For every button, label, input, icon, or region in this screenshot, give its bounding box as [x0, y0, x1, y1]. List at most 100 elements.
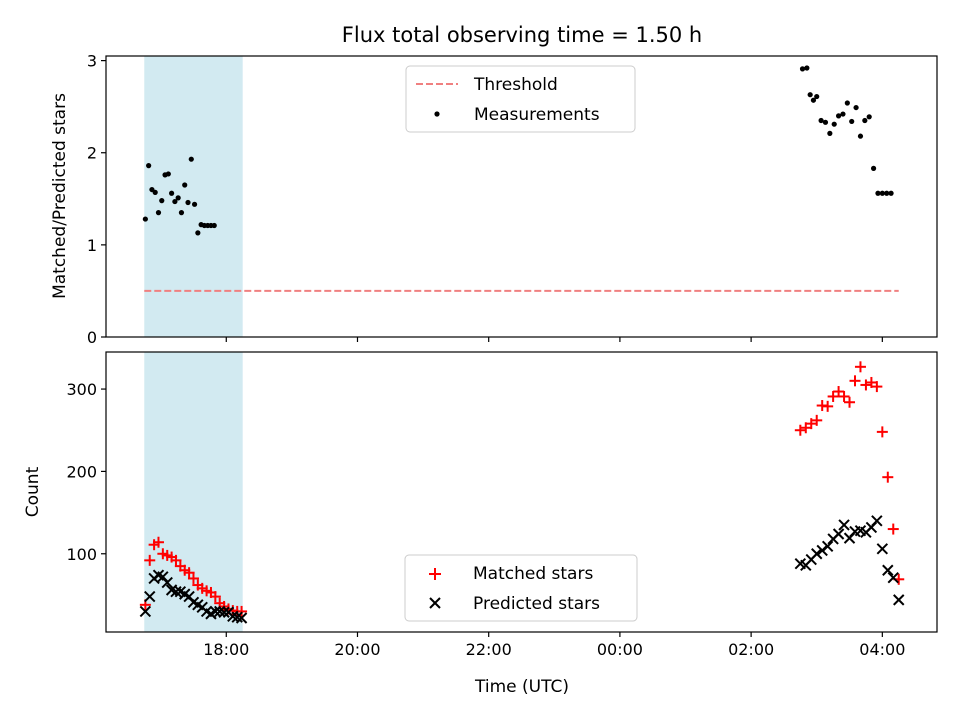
matched-star-point — [209, 591, 221, 603]
y-tick-label: 100 — [66, 545, 97, 564]
y-tick-label: 2 — [87, 144, 97, 163]
matched-star-point — [844, 396, 856, 408]
legend-matched-swatch — [429, 568, 441, 580]
measurement-point — [818, 117, 824, 124]
measurement-point — [146, 163, 152, 169]
legend-matched-label: Matched stars — [473, 564, 593, 584]
measurement-point — [879, 190, 885, 196]
count-panel-y-label: Count — [23, 466, 43, 517]
matched-star-point — [838, 390, 850, 402]
y-tick-label: 3 — [87, 52, 97, 71]
matched-star-point — [871, 381, 883, 393]
y-tick-label: 200 — [66, 462, 97, 481]
matched-star-point — [849, 375, 861, 387]
measurement-point — [185, 199, 191, 206]
ratio-panel-legend: Threshold Measurements — [405, 65, 636, 133]
predicted-star-point — [832, 528, 845, 540]
measurement-point — [804, 65, 810, 71]
legend-predicted-label: Predicted stars — [473, 594, 600, 614]
count-panel-shaded-span — [144, 352, 243, 632]
chart-title: Flux total observing time = 1.50 h — [342, 23, 702, 47]
measurement-point — [169, 190, 175, 196]
count-panel-x-ticks: 18:00 20:00 22:00 00:00 02:00 04:00 — [203, 632, 905, 659]
measurement-point — [884, 190, 890, 196]
predicted-star-point — [231, 611, 243, 623]
x-tick-label: 18:00 — [203, 640, 249, 659]
measurement-point — [844, 100, 850, 106]
measurement-point — [191, 201, 198, 207]
measurement-point — [857, 133, 864, 139]
x-tick-label: 02:00 — [728, 640, 774, 659]
matched-star-point — [882, 471, 894, 483]
measurement-point — [178, 210, 185, 216]
ratio-panel-frame — [105, 55, 938, 338]
predicted-star-point — [227, 610, 239, 623]
measurement-point — [142, 216, 148, 222]
measurement-point — [827, 130, 833, 136]
y-tick-label: 300 — [66, 380, 97, 399]
count-panel-frame — [105, 351, 938, 633]
legend-measurements-swatch — [434, 111, 440, 117]
predicted-star-point — [161, 576, 173, 589]
count-legend-box — [404, 554, 638, 622]
legend-measurements-label: Measurements — [474, 105, 600, 125]
count-panel: 100 200 300 18:00 20:00 22:00 00:00 02:00 04:00… — [23, 351, 938, 697]
predicted-star-point — [811, 548, 823, 560]
count-panel-marks — [139, 361, 905, 624]
measurement-point — [188, 156, 194, 162]
predicted-star-point — [821, 540, 834, 553]
predicted-star-point — [170, 585, 182, 598]
ratio-panel-x-ticks — [225, 337, 883, 342]
y-tick-label: 1 — [87, 236, 97, 255]
matched-star-point — [833, 386, 845, 398]
matched-star-point — [144, 554, 156, 566]
measurement-point — [172, 198, 178, 205]
predicted-star-point — [887, 571, 899, 584]
measurement-point — [870, 165, 877, 171]
matched-star-point — [183, 567, 195, 579]
measurement-point — [840, 111, 846, 117]
matched-star-point — [854, 361, 866, 373]
measurement-point — [175, 195, 181, 201]
x-tick-label: 22:00 — [466, 640, 512, 659]
measurement-point — [159, 198, 165, 204]
matched-star-point — [876, 426, 888, 438]
measurement-point — [799, 66, 806, 72]
measurement-point — [182, 182, 188, 188]
matched-star-point — [827, 390, 839, 402]
measurement-point — [152, 189, 158, 195]
matched-star-point — [170, 554, 182, 566]
measurement-point — [822, 119, 829, 125]
measurement-point — [862, 117, 868, 124]
measurement-point — [810, 97, 817, 103]
predicted-star-point — [235, 612, 248, 624]
ratio-panel-y-label: Matched/Predicted stars — [50, 93, 70, 299]
measurement-point — [853, 104, 859, 111]
shaded-span — [144, 352, 243, 632]
predicted-star-point — [893, 594, 905, 606]
predicted-star-point — [139, 605, 152, 618]
x-tick-label: 00:00 — [597, 640, 643, 659]
measurement-point — [807, 92, 813, 98]
matched-star-point — [152, 536, 164, 548]
x-tick-label: 20:00 — [334, 640, 380, 659]
ratio-panel-shaded-span — [144, 56, 243, 337]
matched-star-point — [794, 424, 806, 436]
measurement-point — [165, 171, 171, 177]
legend-threshold-label: Threshold — [473, 75, 558, 95]
predicted-star-point — [882, 564, 894, 576]
matched-star-point — [887, 523, 899, 535]
measurement-point — [814, 93, 820, 100]
measurement-point — [155, 210, 162, 216]
x-tick-label: 04:00 — [859, 640, 905, 659]
matched-star-point — [822, 400, 834, 412]
matched-star-point — [236, 605, 248, 617]
predicted-star-point — [838, 519, 850, 531]
matched-star-point — [860, 379, 872, 391]
measurement-point — [831, 121, 837, 127]
measurement-point — [211, 222, 217, 229]
matched-star-point — [811, 414, 823, 426]
measurement-point — [888, 190, 894, 196]
ratio-panel-y-ticks: 0 1 2 3 — [87, 52, 106, 347]
